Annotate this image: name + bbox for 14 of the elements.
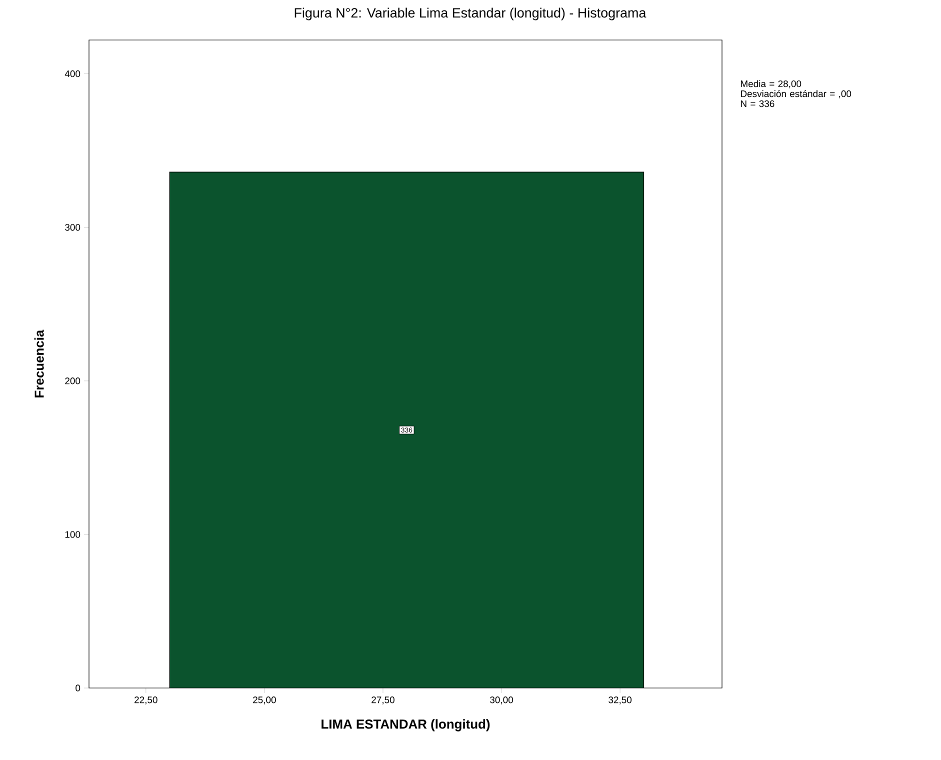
chart-title: Figura N°2: Variable Lima Estandar (longitud) - Histograma [294,8,646,20]
x-tick-label: 22,50 [134,696,158,704]
y-tick-label: 400 [64,70,80,78]
x-axis-title: LIMA ESTANDAR (longitud) [322,719,490,732]
y-tick-label: 100 [65,531,80,538]
x-tick-label: 25,00 [253,696,276,704]
x-tick-label: 32,50 [608,696,632,704]
text: Media = 28,00 Desviación estándar = ,00 N = 336 [740,80,852,108]
y-tick-label: 300 [65,224,80,231]
x-tick-label: 30,00 [490,696,513,704]
x-tick-label: 27,50 [372,696,394,704]
y-tick-label: 0 [76,684,80,692]
y-axis-title: Frecuencia [34,330,44,398]
y-tick-label: 200 [65,378,80,384]
